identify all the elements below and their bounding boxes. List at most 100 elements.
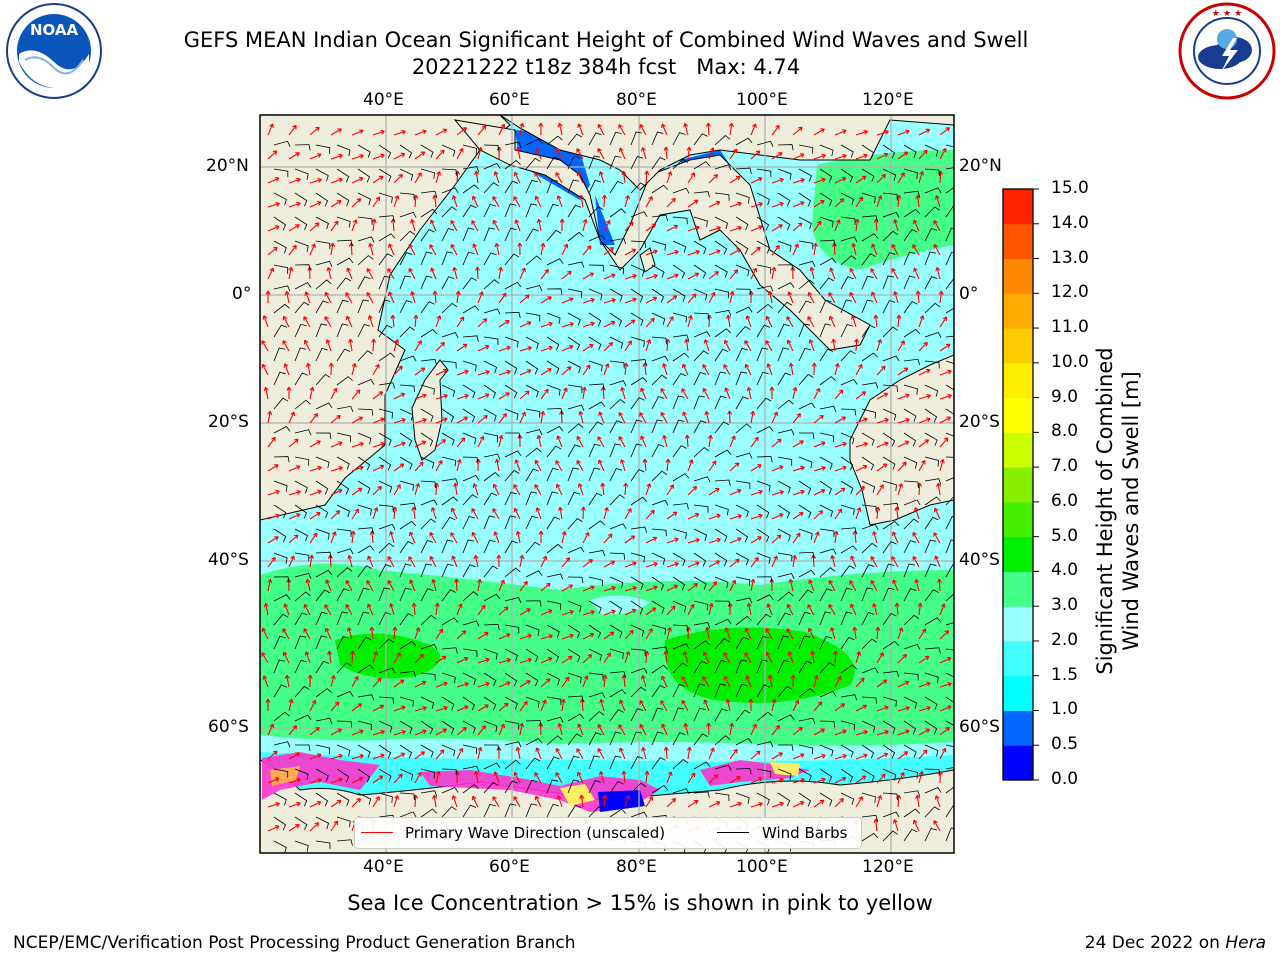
wind-barb <box>735 636 750 650</box>
wave-arrow <box>750 750 761 760</box>
wind-barb <box>567 804 582 818</box>
wave-arrow <box>435 705 448 712</box>
wave-arrow <box>366 292 374 304</box>
wave-arrow <box>871 243 878 256</box>
wind-barb <box>378 744 392 759</box>
wave-arrow <box>834 776 847 784</box>
wind-barb <box>504 311 521 319</box>
wind-barb <box>798 635 811 650</box>
wind-barb <box>441 672 456 684</box>
wave-arrow <box>893 291 899 304</box>
wave-arrow <box>750 246 761 256</box>
wave-arrow <box>372 677 382 688</box>
wave-arrow <box>918 728 931 736</box>
wind-barb <box>504 450 522 458</box>
wave-arrow <box>855 153 868 160</box>
wave-arrow <box>557 722 563 736</box>
wind-barb <box>357 664 374 674</box>
wind-barb <box>273 528 287 543</box>
wind-barb <box>714 371 727 386</box>
wind-barb <box>525 737 543 746</box>
wave-arrow <box>515 746 521 760</box>
wind-barb <box>924 331 942 338</box>
wind-barb <box>315 744 331 755</box>
wind-barb <box>588 421 604 434</box>
wind-barb <box>714 479 731 486</box>
lat-label-left-0: 0° <box>232 284 252 304</box>
wave-arrow <box>771 411 779 424</box>
wind-barb <box>378 504 394 513</box>
wave-arrow <box>330 465 343 472</box>
plot-subtitle: 20221222 t18z 384h fcst Max: 4.74 <box>411 55 801 79</box>
wind-barb <box>588 755 601 770</box>
wind-barb <box>609 552 626 560</box>
wave-arrow <box>729 175 741 184</box>
wave-arrow <box>288 438 299 448</box>
wind-barb <box>567 204 582 218</box>
wind-barb <box>861 168 875 183</box>
wind-barb <box>819 432 835 443</box>
wind-barb <box>630 708 644 722</box>
wave-arrow <box>729 748 738 760</box>
wind-barb <box>315 168 329 182</box>
wind-barb <box>630 336 645 348</box>
wave-arrow <box>811 362 817 376</box>
wind-barb <box>630 182 646 194</box>
wind-barb <box>840 694 858 701</box>
wind-barb <box>882 541 897 554</box>
wave-arrow <box>393 392 406 400</box>
wave-arrow <box>519 554 525 568</box>
wind-barb <box>882 792 898 801</box>
wind-barb <box>336 239 353 247</box>
wave-arrow <box>771 201 784 208</box>
wave-arrow <box>855 441 868 448</box>
wind-barb <box>714 421 730 434</box>
wind-barb <box>399 300 413 314</box>
wave-arrow <box>387 579 395 592</box>
wave-arrow <box>855 129 868 136</box>
wind-barb <box>651 288 665 303</box>
wind-barb <box>378 352 396 362</box>
colorbar-swatch <box>1003 293 1033 329</box>
wind-barb <box>315 589 331 602</box>
wind-barb <box>315 660 330 674</box>
wind-barb <box>819 405 837 412</box>
wave-arrow <box>429 555 437 568</box>
wave-arrow <box>723 364 731 376</box>
wind-barb <box>819 168 833 183</box>
wave-arrow <box>834 508 843 520</box>
wave-arrow <box>813 177 826 184</box>
wind-barb <box>546 360 560 375</box>
wind-barb <box>294 429 312 436</box>
wind-barb <box>798 260 816 268</box>
wind-barb <box>525 336 539 350</box>
wind-barb <box>882 480 897 491</box>
wave-arrow <box>640 387 647 400</box>
wave-arrow <box>767 290 773 304</box>
wave-arrow <box>288 266 294 280</box>
wind-barb <box>546 648 560 663</box>
wind-barb <box>315 432 332 440</box>
wind-barb <box>504 759 521 770</box>
wave-arrow <box>330 820 339 832</box>
wave-arrow <box>828 315 836 328</box>
wind-barb <box>798 744 814 755</box>
wave-arrow <box>456 726 467 736</box>
wave-arrow <box>345 292 353 304</box>
wind-barb <box>735 480 751 490</box>
wave-arrow <box>687 486 698 496</box>
wind-barb <box>651 664 669 674</box>
wind-barb <box>945 767 954 770</box>
wind-barb <box>273 456 290 463</box>
wave-arrow <box>393 365 403 376</box>
wind-barb <box>798 792 812 807</box>
wind-barb <box>441 187 459 194</box>
wave-arrow <box>582 343 594 352</box>
wave-arrow <box>833 530 839 544</box>
wave-arrow <box>792 777 805 784</box>
wave-arrow <box>813 675 819 688</box>
wave-arrow <box>414 705 427 712</box>
wave-arrow <box>708 487 720 496</box>
wind-barb <box>735 306 753 314</box>
wave-arrow <box>351 753 364 760</box>
